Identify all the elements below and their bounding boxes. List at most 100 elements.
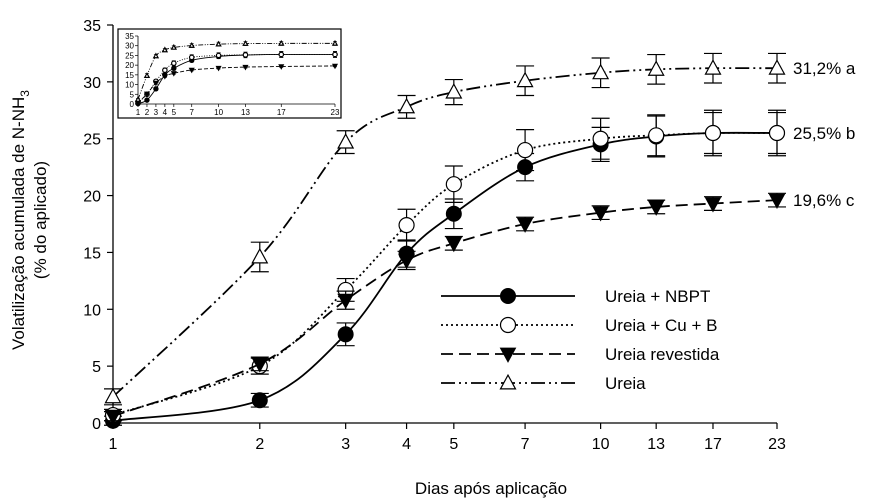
y-axis-title-line2: (% do aplicado) [31, 161, 50, 279]
inset-x-tick-label: 13 [241, 108, 250, 117]
inset-data-point [161, 73, 168, 80]
legend-item: Ureia + NBPT [441, 287, 710, 306]
inset-y-tick-label: 5 [130, 90, 135, 99]
inset-series-line [137, 42, 336, 100]
inset-y-tick-label: 0 [130, 100, 135, 109]
inset-x-tick-label: 7 [190, 108, 195, 117]
series-line [112, 199, 778, 418]
data-point [516, 217, 534, 233]
x-tick-label: 7 [521, 436, 530, 453]
legend-label: Ureia + NBPT [605, 287, 710, 306]
inset-data-point [152, 80, 159, 87]
legend-label: Ureia revestida [605, 345, 720, 364]
inset-data-point [278, 39, 285, 46]
data-point [251, 247, 269, 264]
x-tick-label: 23 [768, 436, 786, 453]
x-tick-label: 10 [592, 436, 610, 453]
legend-marker [499, 373, 517, 390]
inset-data-point [171, 60, 177, 67]
inset-y-tick-label: 15 [125, 71, 134, 80]
legend-item: Ureia + Cu + B [441, 316, 717, 335]
data-point [398, 217, 415, 234]
data-point [445, 205, 462, 222]
legend-marker [499, 316, 517, 334]
inset-data-point [144, 97, 150, 103]
y-axis-title-subscript: 3 [18, 90, 32, 97]
inset-data-point [215, 52, 222, 59]
inset-y-tick-label: 10 [125, 81, 134, 90]
inset-x-tick-label: 4 [163, 108, 168, 117]
data-point [704, 59, 722, 75]
end-labels: 31,2% a 25,5% b 19,6% c [793, 59, 856, 210]
data-point [592, 206, 609, 222]
inset-y-tick-label: 20 [125, 61, 134, 70]
data-point [104, 387, 122, 404]
data-point [445, 176, 462, 193]
inset-y-tick-label: 35 [125, 32, 134, 41]
x-tick-label: 4 [402, 436, 411, 453]
x-tick-label: 2 [255, 436, 264, 453]
inset-y-tick-label: 25 [125, 51, 134, 60]
inset-data-point [331, 39, 339, 46]
y-axis-title: Volatilização acumulada de N-NH3 (% do a… [9, 90, 50, 350]
y-tick-label: 5 [92, 359, 101, 376]
x-tick-label: 1 [109, 436, 118, 453]
y-tick-label: 35 [83, 18, 101, 35]
x-tick-label: 3 [341, 436, 350, 453]
legend: Ureia + NBPT Ureia + Cu + B Ureia revestid… [441, 287, 720, 393]
y-tick-label: 0 [92, 416, 101, 433]
legend-item: Ureia revestida [441, 345, 720, 364]
data-point [768, 59, 786, 75]
inset-data-point [332, 51, 338, 58]
inset-data-point [152, 52, 160, 59]
inset-x-tick-label: 5 [172, 108, 177, 117]
svg-text:Volatilização acumulada de N-N: Volatilização acumulada de N-NH3 [9, 90, 32, 350]
series-ureia-revestida [104, 192, 786, 426]
inset-x-tick-label: 10 [214, 108, 223, 117]
data-point [592, 63, 610, 80]
x-tick-label: 17 [704, 436, 722, 453]
series-group [104, 52, 786, 429]
inset-frame [117, 28, 342, 119]
data-point [648, 127, 665, 144]
x-tick-label: 5 [449, 436, 458, 453]
data-point [768, 124, 786, 142]
data-point [251, 392, 268, 409]
data-point [398, 253, 415, 270]
inset-data-point [188, 54, 195, 61]
inset-x-tick-label: 1 [136, 108, 141, 117]
inset-data-point [188, 41, 195, 48]
legend-marker [500, 288, 516, 304]
inset-data-point [242, 40, 249, 46]
inset-x-tick-label: 17 [277, 108, 286, 117]
series-ureia-cu-b [104, 111, 786, 424]
inset-y-tick-label: 30 [125, 42, 134, 51]
data-point [337, 293, 354, 310]
inset-data-point [215, 40, 222, 47]
data-point [398, 97, 416, 114]
data-point [516, 71, 534, 88]
data-point [592, 130, 609, 147]
data-point [337, 326, 354, 343]
y-tick-label: 20 [83, 189, 101, 206]
inset-data-point [153, 86, 159, 92]
end-label: 31,2% a [793, 59, 856, 78]
y-tick-label: 10 [83, 302, 101, 319]
inset-data-point [134, 95, 142, 102]
data-point [337, 132, 355, 149]
data-point [768, 193, 786, 210]
legend-item: Ureia [441, 373, 646, 393]
inset-series-line [137, 65, 336, 104]
inset-data-point [331, 63, 339, 70]
inset-data-point [278, 51, 285, 58]
inset-x-tick-label: 3 [154, 108, 159, 117]
inset-data-point [170, 43, 178, 50]
inset-data-point [161, 46, 169, 53]
inset-data-point [242, 52, 249, 58]
end-label: 25,5% b [793, 124, 855, 143]
data-point [704, 197, 722, 213]
data-point [647, 60, 665, 76]
